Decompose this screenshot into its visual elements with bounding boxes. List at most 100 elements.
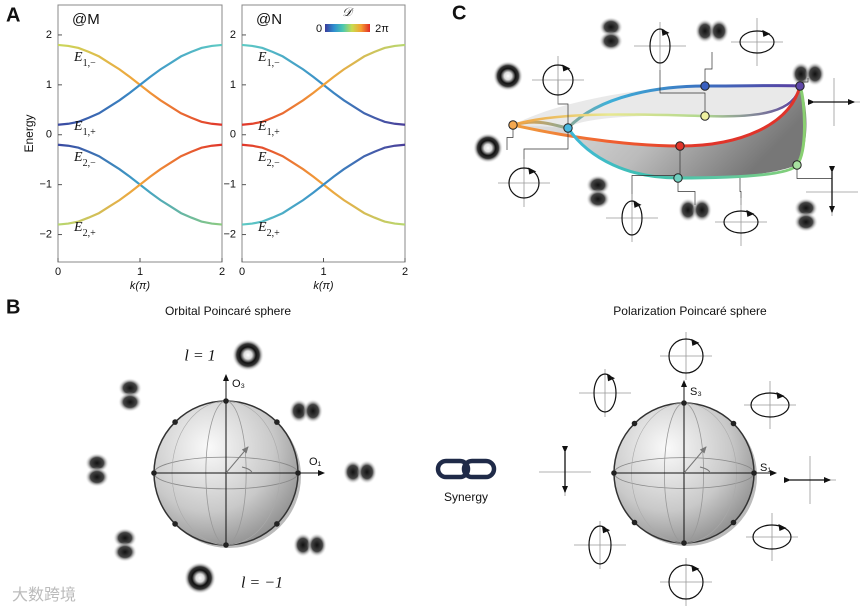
state-dot — [274, 521, 280, 527]
lobe — [586, 175, 610, 195]
band-subscript: 1,− — [267, 58, 281, 69]
lobe — [599, 17, 623, 37]
colorbar-min: 0 — [316, 23, 322, 35]
leader-line — [506, 125, 514, 150]
pol-ellipse — [668, 564, 704, 600]
polarization-icon — [746, 513, 798, 561]
colorbar — [325, 24, 370, 32]
lobe — [692, 198, 712, 222]
state-dot — [631, 519, 638, 526]
panel-label: A — [6, 4, 20, 26]
band-symbol: E — [73, 119, 83, 134]
colorbar-label: 𝒟 — [342, 5, 354, 19]
polarization-icon — [744, 381, 796, 429]
lobe — [709, 19, 729, 43]
lobe — [293, 533, 313, 557]
polarization-icon — [634, 22, 686, 70]
synergy-label: Synergy — [444, 490, 488, 504]
beam-donut — [473, 133, 503, 163]
polarization-icon — [574, 521, 626, 569]
polarization-icon — [731, 18, 783, 66]
state-dot — [508, 120, 518, 130]
axis — [225, 446, 249, 474]
state-dot — [730, 519, 737, 526]
beam-lobes — [118, 378, 142, 412]
polarization-icon — [532, 56, 584, 104]
beam-donut — [184, 562, 216, 594]
band-label: E2,− — [73, 150, 96, 169]
y-tick-label: 0 — [46, 129, 52, 141]
pol-ellipse — [621, 200, 643, 236]
strip-surface — [513, 86, 800, 128]
lobe — [85, 467, 109, 487]
pol-arrow — [562, 64, 571, 72]
chart-title: @M — [72, 11, 100, 28]
panel-label: B — [6, 296, 20, 318]
band-curve — [241, 43, 406, 126]
pol-ellipse — [750, 392, 790, 418]
background-layer — [85, 17, 825, 594]
polarization-icon — [498, 159, 550, 207]
beam-lobes — [289, 399, 323, 423]
beam-lobes — [678, 198, 712, 222]
lobe — [586, 189, 610, 209]
state-dot — [795, 81, 805, 91]
band-curve — [241, 143, 406, 226]
band-subscript: 2,− — [83, 158, 97, 169]
lobe — [307, 533, 327, 557]
axis-label: O₃ — [232, 378, 245, 390]
beam-lobes — [599, 17, 623, 51]
band-subscript: 1,+ — [83, 127, 97, 138]
state-dot — [751, 470, 757, 476]
leader-line — [704, 52, 713, 86]
polarization-icon — [606, 194, 658, 242]
lobe — [113, 542, 137, 562]
leader-line — [631, 146, 681, 205]
angle-arc — [241, 466, 253, 474]
lobe — [113, 528, 137, 548]
pol-ellipse — [752, 524, 792, 550]
band-curve — [57, 143, 223, 226]
pol-ellipse — [588, 525, 612, 565]
state-dot — [563, 123, 573, 133]
axis — [683, 446, 707, 474]
lobe — [805, 62, 825, 86]
y-tick-label: 2 — [46, 29, 52, 41]
polarization-icon — [660, 558, 712, 606]
pol-arrow — [776, 392, 785, 400]
lobe — [791, 62, 811, 86]
state-dot — [274, 419, 280, 425]
band-subscript: 2,+ — [83, 228, 97, 239]
polarization-icon — [539, 446, 591, 496]
band-label: E2,+ — [257, 220, 280, 239]
band-subscript: 2,+ — [267, 228, 281, 239]
sphere-title: Polarization Poincaré sphere — [613, 304, 767, 318]
polarization-icon — [579, 369, 631, 417]
band-symbol: E — [73, 220, 83, 235]
pol-arrow — [528, 167, 537, 175]
band-label: E1,− — [73, 50, 96, 69]
state-dot — [792, 160, 802, 170]
state-dot — [223, 398, 229, 404]
state-dot — [295, 470, 301, 476]
beam-lobes — [293, 533, 327, 557]
pol-arrow — [661, 28, 670, 36]
axis-label: O₁ — [309, 456, 322, 468]
state-dot — [700, 81, 710, 91]
leader-line — [677, 178, 696, 205]
pol-arrow — [607, 374, 616, 382]
x-tick-label: 0 — [239, 266, 245, 278]
x-tick-label: 1 — [137, 266, 143, 278]
beam-lobes — [794, 198, 818, 232]
pol-arrow — [762, 29, 771, 37]
x-tick-label: 0 — [55, 266, 61, 278]
band-symbol: E — [257, 119, 267, 134]
state-dot — [681, 540, 687, 546]
polarization-icon — [806, 166, 858, 216]
state-dot — [631, 420, 638, 427]
beam-lobes — [791, 62, 825, 86]
state-dot — [700, 111, 710, 121]
beam-donut — [493, 61, 523, 91]
axis-label: S₁ — [760, 462, 771, 474]
